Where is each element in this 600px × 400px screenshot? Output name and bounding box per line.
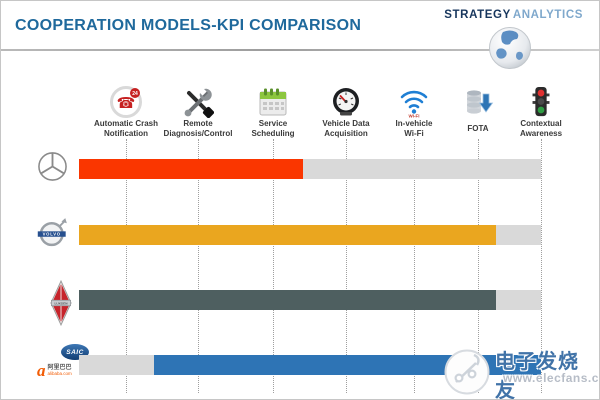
kpi-track-luxgen (79, 290, 541, 310)
kpi-label-contextual-awareness: Contextual Awareness (519, 119, 563, 138)
bar-volvo (79, 225, 497, 245)
strategy-analytics-logo: STRATEGY ANALYTICS (444, 9, 583, 21)
watermark-url: www.elecfans.com (503, 371, 599, 385)
kpi-label-in-vehicle-wifi: In-vehicle Wi-Fi (395, 119, 433, 138)
gridline (198, 139, 199, 393)
kpi-track-saic-alibaba (79, 355, 541, 375)
kpi-label-automatic-crash-notification: Automatic Crash Notification (93, 119, 158, 138)
header-divider (1, 49, 599, 51)
kpi-track-mercedes (79, 159, 541, 179)
globe-icon (489, 27, 531, 69)
alibaba-logo: a 阿里巴巴 alibaba.com (37, 361, 72, 380)
watermark-text: 电子发烧友 (495, 351, 579, 400)
gridline (541, 139, 542, 393)
svg-text:24: 24 (132, 91, 138, 97)
calendar-icon (256, 85, 290, 119)
svg-text:LUXGEN: LUXGEN (55, 301, 69, 305)
bar-mercedes (79, 159, 304, 179)
kpi-label-remote-diagnosis-control: Remote Diagnosis/Control (163, 119, 233, 138)
crash-call-icon: ☎ 24 (109, 85, 143, 119)
alibaba-cn-text: 阿里巴巴 (47, 365, 72, 371)
alibaba-a-icon: a (37, 361, 46, 380)
brand-analytics: ANALYTICS (512, 9, 583, 21)
tools-icon (181, 85, 215, 119)
svg-text:☎: ☎ (117, 94, 136, 112)
traffic-light-icon (524, 85, 558, 119)
gridline (414, 139, 415, 393)
kpi-label-service-scheduling: Service Scheduling (251, 119, 295, 138)
gridline (478, 139, 479, 393)
svg-text:VOLVO: VOLVO (43, 232, 61, 237)
luxgen-logo: LUXGEN (50, 279, 72, 331)
gridline (126, 139, 127, 393)
bar-luxgen (79, 290, 497, 310)
page-title: COOPERATION MODELS-KPI COMPARISON (15, 17, 362, 34)
bar-saic-alibaba (153, 355, 541, 375)
alibaba-url-text: alibaba.com (47, 371, 72, 376)
gridline (273, 139, 274, 393)
kpi-label-vehicle-data-acquisition: Vehicle Data Acquisition (322, 119, 370, 138)
brand-strategy: STRATEGY (444, 9, 511, 21)
kpi-track-volvo (79, 225, 541, 245)
fota-download-icon (461, 85, 495, 119)
mercedes-logo (37, 151, 68, 187)
volvo-logo: VOLVO (37, 217, 68, 253)
wifi-icon: Wi-Fi (397, 85, 431, 119)
svg-text:Wi-Fi: Wi-Fi (409, 114, 420, 119)
gridline (346, 139, 347, 393)
elecfans-badge-icon (444, 349, 490, 395)
gauge-icon (329, 85, 363, 119)
kpi-label-fota: FOTA (467, 124, 489, 133)
